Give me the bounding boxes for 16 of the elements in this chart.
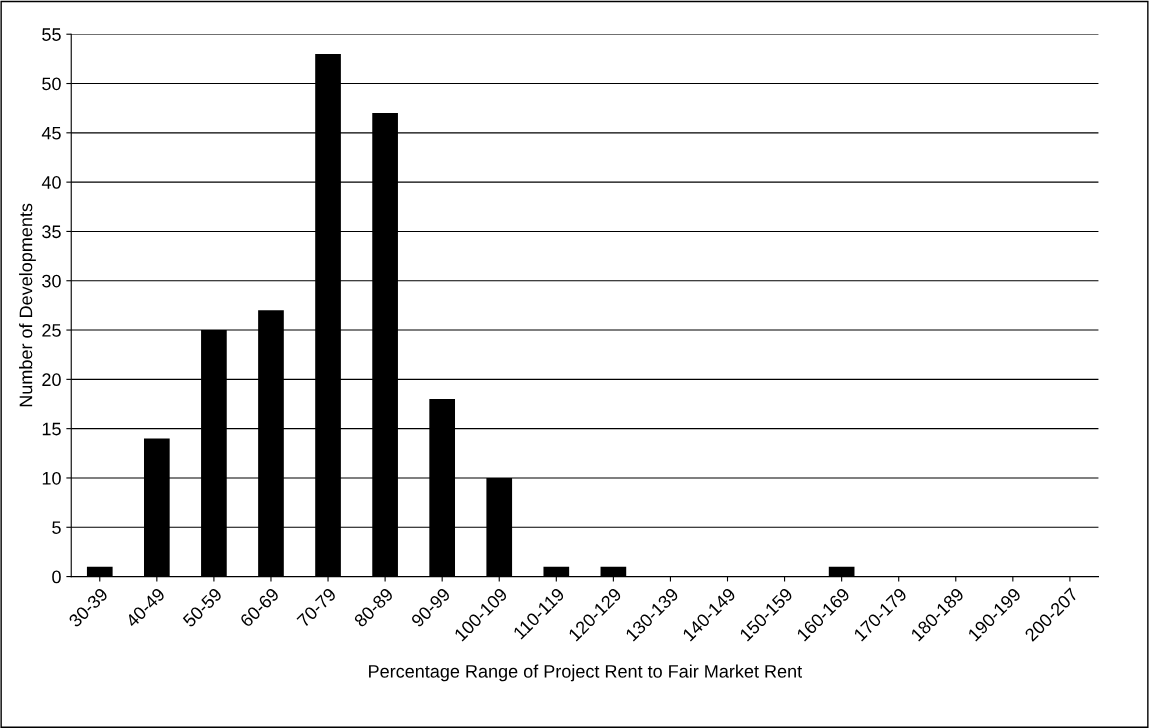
y-tick-label: 45 [41, 126, 61, 140]
y-tick-label: 15 [42, 422, 61, 436]
y-tick-label: 10 [42, 471, 61, 485]
y-tick-label: 5 [52, 521, 61, 534]
y-tick-label: 20 [42, 373, 61, 387]
bar [543, 566, 570, 577]
x-axis-title: Percentage Range of Project Rent to Fair Market Rent [369, 664, 802, 682]
y-tick-label: 55 [42, 28, 61, 41]
y-tick-label: 0 [52, 570, 61, 584]
bar [86, 566, 113, 577]
y-axis-title: Number of Developments [19, 203, 36, 407]
y-tick-label: 25 [42, 323, 61, 337]
y-tick-label: 30 [42, 274, 61, 288]
y-tick-label: 35 [42, 225, 61, 239]
y-tick-label: 50 [42, 77, 61, 91]
y-tick-label: 40 [41, 176, 61, 189]
